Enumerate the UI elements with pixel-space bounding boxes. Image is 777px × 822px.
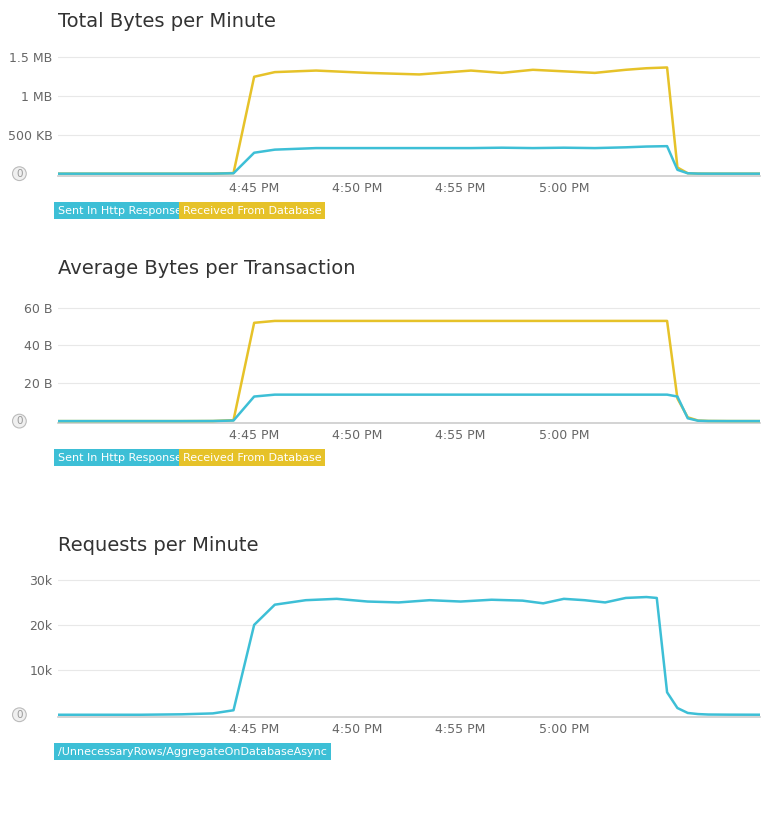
Text: Total Bytes per Minute: Total Bytes per Minute bbox=[58, 12, 276, 31]
Text: 0: 0 bbox=[16, 709, 23, 720]
Text: Average Bytes per Transaction: Average Bytes per Transaction bbox=[58, 260, 356, 279]
Text: Sent In Http Response: Sent In Http Response bbox=[58, 206, 182, 215]
Text: 0: 0 bbox=[16, 169, 23, 178]
Text: Sent In Http Response: Sent In Http Response bbox=[58, 453, 182, 463]
Text: Requests per Minute: Requests per Minute bbox=[58, 537, 259, 556]
Text: Received From Database: Received From Database bbox=[183, 206, 322, 215]
Text: 0: 0 bbox=[16, 416, 23, 426]
Text: Received From Database: Received From Database bbox=[183, 453, 322, 463]
Text: /UnnecessaryRows/AggregateOnDatabaseAsync: /UnnecessaryRows/AggregateOnDatabaseAsyn… bbox=[58, 746, 327, 756]
